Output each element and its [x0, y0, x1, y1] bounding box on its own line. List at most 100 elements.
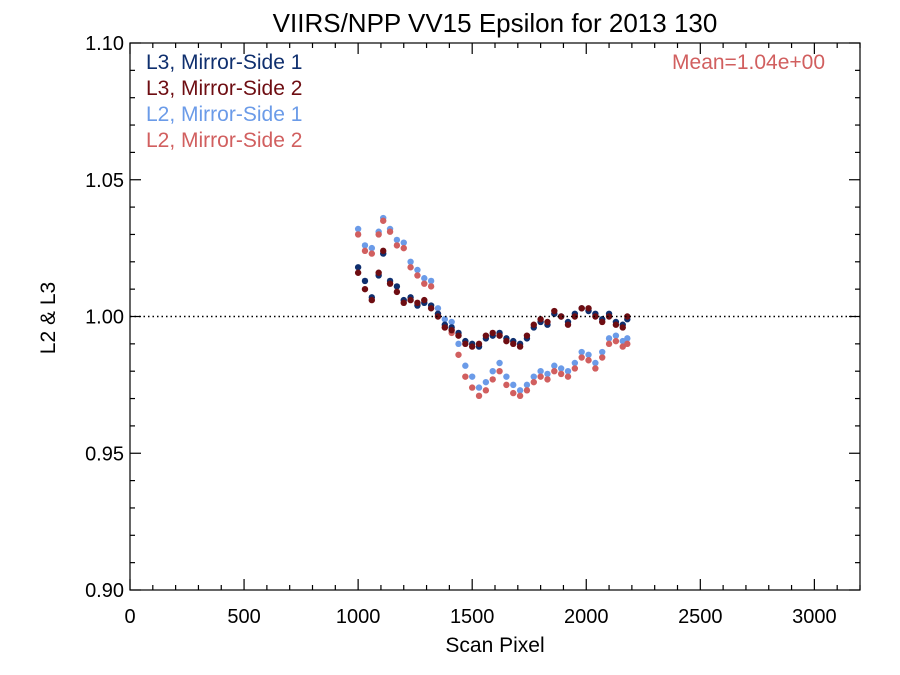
data-point: [496, 332, 503, 339]
y-axis-label: L2 & L3: [37, 282, 60, 354]
data-point: [393, 236, 401, 244]
data-point: [537, 373, 544, 380]
data-point: [368, 296, 376, 304]
data-point: [599, 318, 606, 326]
data-point: [468, 384, 476, 391]
data-point: [386, 280, 394, 287]
data-point: [564, 368, 572, 375]
legend-entry: L3, Mirror-Side 1: [146, 51, 302, 74]
y-tick-label: 1.00: [85, 307, 124, 329]
data-point: [354, 225, 362, 233]
data-point: [523, 332, 531, 339]
data-point: [544, 318, 551, 326]
data-point: [482, 332, 490, 339]
data-point: [393, 242, 401, 249]
data-point: [544, 370, 551, 378]
data-point: [448, 326, 455, 334]
data-point: [530, 373, 537, 380]
data-point: [368, 250, 376, 257]
data-point: [354, 231, 362, 238]
data-point: [441, 316, 449, 323]
data-point: [496, 359, 503, 367]
data-point: [455, 340, 462, 348]
data-point: [624, 335, 631, 342]
data-point: [421, 275, 428, 282]
data-point: [475, 384, 483, 391]
chart-title: VIIRS/NPP VV15 Epsilon for 2013 130: [273, 8, 718, 38]
data-point: [427, 277, 435, 285]
data-point: [592, 365, 599, 372]
data-point: [496, 368, 503, 375]
data-point: [557, 370, 565, 378]
data-point: [624, 313, 631, 320]
x-tick-labels: 0 500 1000 1500 2000 2500 3000: [124, 606, 836, 628]
data-point: [407, 258, 414, 265]
data-point: [414, 272, 421, 279]
x-tick-label: 500: [227, 606, 260, 628]
data-point: [455, 351, 462, 358]
data-point: [489, 329, 496, 337]
data-point: [462, 340, 469, 348]
data-point: [557, 365, 565, 372]
data-point: [551, 307, 558, 315]
data-point: [361, 247, 369, 255]
data-point: [414, 299, 421, 307]
data-point: [361, 285, 369, 293]
y-tick-labels: 0.90 0.95 1.00 1.05 1.10: [85, 33, 124, 602]
data-point: [455, 332, 462, 339]
data-point: [434, 313, 442, 320]
data-point: [523, 381, 531, 389]
data-point: [441, 324, 449, 331]
data-point: [400, 244, 407, 252]
data-point: [503, 337, 510, 345]
data-point: [551, 368, 558, 375]
data-point: [564, 373, 572, 380]
axis-ticks: [129, 42, 861, 591]
data-point: [605, 335, 613, 342]
x-tick-label: 2500: [678, 606, 723, 628]
data-point: [537, 316, 544, 323]
data-point: [361, 277, 369, 285]
x-tick-label: 1000: [336, 606, 381, 628]
data-point: [530, 378, 537, 386]
data-point: [482, 387, 490, 394]
data-point: [578, 305, 585, 312]
data-point: [624, 340, 631, 348]
data-point: [375, 269, 382, 276]
data-point: [605, 340, 613, 348]
legend: L3, Mirror-Side 1 L3, Mirror-Side 2 L2, Mi…: [146, 51, 302, 152]
y-tick-label: 0.95: [85, 443, 124, 465]
legend-entry: L3, Mirror-Side 2: [146, 77, 302, 100]
data-point: [578, 354, 585, 361]
data-point: [380, 247, 387, 255]
data-point: [407, 296, 414, 304]
data-point: [599, 348, 606, 356]
data-point: [619, 324, 626, 331]
data-point: [414, 266, 421, 274]
data-point: [585, 357, 592, 364]
data-point: [571, 359, 579, 367]
y-tick-label: 1.10: [85, 33, 124, 55]
data-point: [571, 313, 579, 320]
data-point: [368, 244, 376, 252]
data-point: [523, 387, 531, 394]
data-point: [537, 368, 544, 375]
data-point: [407, 264, 414, 271]
data-point: [585, 351, 592, 358]
data-point: [489, 368, 496, 375]
data-point: [475, 340, 483, 348]
data-point: [468, 343, 476, 350]
data-point: [571, 365, 579, 372]
mean-annotation: Mean=1.04e+00: [672, 51, 825, 74]
data-point: [462, 373, 469, 380]
data-point: [599, 354, 606, 361]
data-point: [592, 359, 599, 367]
data-point: [544, 376, 551, 383]
data-point: [503, 381, 510, 389]
x-tick-label: 3000: [792, 606, 837, 628]
y-tick-label: 0.90: [85, 580, 124, 602]
x-axis-label: Scan Pixel: [445, 634, 544, 657]
data-point: [503, 373, 510, 380]
data-point: [361, 242, 369, 249]
y-tick-label: 1.05: [85, 170, 124, 192]
